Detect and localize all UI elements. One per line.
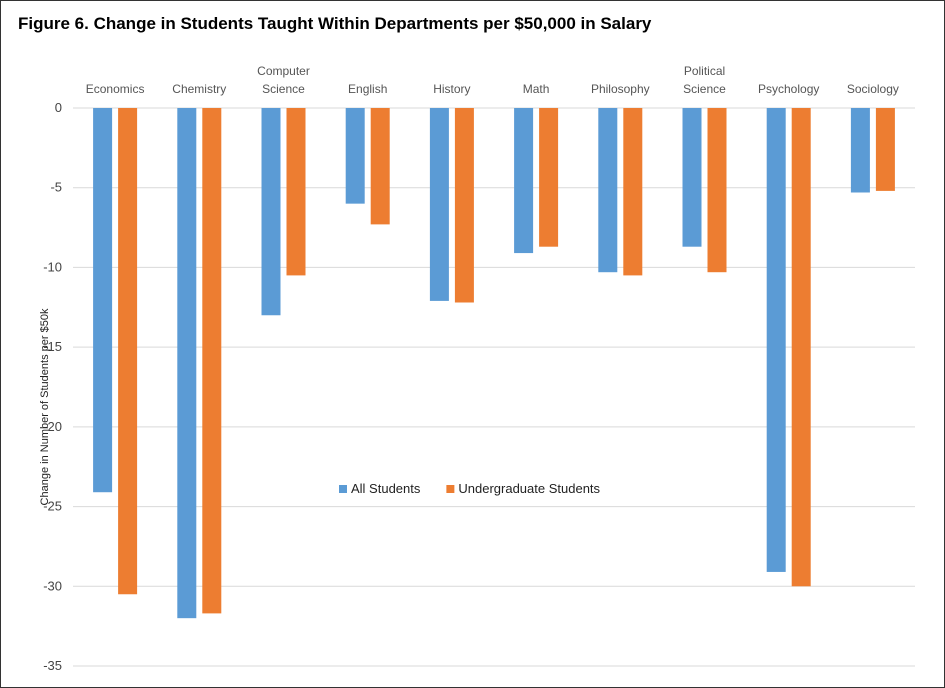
category-label: Math — [523, 82, 550, 96]
y-tick-label: -15 — [43, 339, 62, 354]
y-tick-label: -35 — [43, 658, 62, 673]
bar-all-students — [429, 108, 449, 301]
chart-title: Figure 6. Change in Students Taught With… — [18, 14, 652, 33]
category-label: Science — [683, 82, 726, 96]
bar-all-students — [93, 108, 113, 493]
bar-all-students — [177, 108, 197, 619]
category-label: Economics — [86, 82, 145, 96]
y-tick-label: -30 — [43, 578, 62, 593]
bar-undergraduate-students — [707, 108, 727, 273]
bar-undergraduate-students — [539, 108, 559, 247]
bar-all-students — [261, 108, 281, 316]
category-label: Sociology — [847, 82, 899, 96]
bar-undergraduate-students — [202, 108, 222, 614]
category-label: History — [433, 82, 470, 96]
category-label: Science — [262, 82, 305, 96]
bar-all-students — [514, 108, 534, 254]
legend-label: All Students — [351, 481, 421, 496]
bar-undergraduate-students — [454, 108, 474, 303]
category-label: Computer — [257, 64, 310, 78]
legend-label: Undergraduate Students — [458, 481, 600, 496]
bar-all-students — [850, 108, 870, 193]
y-tick-label: -25 — [43, 499, 62, 514]
bar-all-students — [766, 108, 786, 572]
bar-undergraduate-students — [875, 108, 895, 191]
y-tick-label: -10 — [43, 259, 62, 274]
category-label: Political — [684, 64, 725, 78]
y-tick-label: 0 — [55, 100, 62, 115]
bar-undergraduate-students — [118, 108, 138, 595]
bar-all-students — [682, 108, 702, 247]
legend-swatch — [339, 485, 347, 493]
bar-undergraduate-students — [623, 108, 643, 276]
bar-undergraduate-students — [791, 108, 811, 587]
category-label: Psychology — [758, 82, 819, 96]
bar-all-students — [598, 108, 618, 273]
category-label: Chemistry — [172, 82, 226, 96]
bar-undergraduate-students — [286, 108, 306, 276]
category-label: English — [348, 82, 387, 96]
y-axis-label: Change in Number of Students per $50k — [39, 308, 51, 505]
bar-undergraduate-students — [370, 108, 390, 225]
y-tick-label: -5 — [50, 180, 62, 195]
category-label: Philosophy — [591, 82, 650, 96]
y-tick-label: -20 — [43, 419, 62, 434]
legend-swatch — [446, 485, 455, 493]
bar-all-students — [345, 108, 365, 204]
